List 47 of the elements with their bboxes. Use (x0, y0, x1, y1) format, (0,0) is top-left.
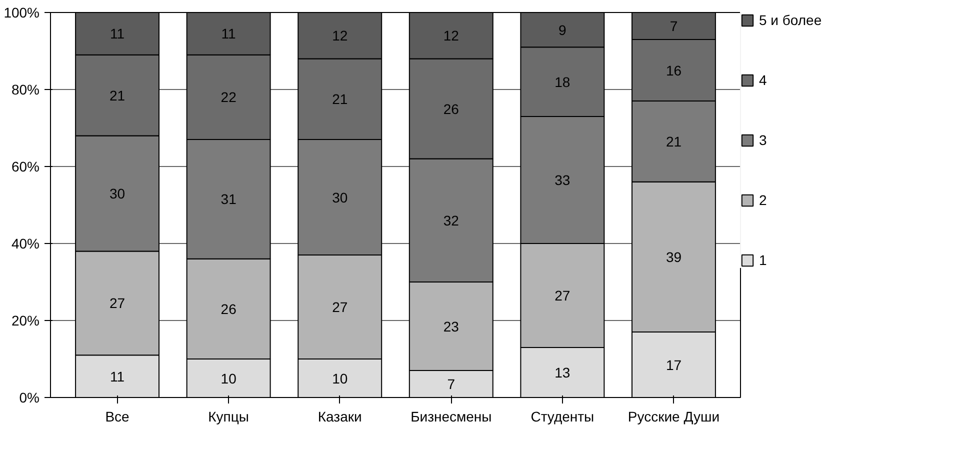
x-tick-label: Все (105, 408, 130, 424)
data-label: 11 (221, 26, 236, 42)
legend-label: 5 и более (759, 12, 823, 28)
legend-label: 3 (759, 132, 768, 148)
data-label: 27 (109, 295, 126, 312)
data-label: 9 (558, 22, 567, 38)
data-label: 33 (554, 172, 570, 188)
data-label: 12 (332, 28, 348, 44)
data-label: 27 (332, 299, 348, 316)
x-tick-label: Студенты (530, 408, 594, 424)
y-tick-label: 60% (11, 158, 40, 174)
y-tick-label: 0% (19, 390, 40, 406)
x-tick-label: Русские Души (628, 408, 720, 424)
data-label: 32 (443, 212, 460, 228)
legend-label: 4 (759, 72, 768, 88)
data-label: 12 (443, 28, 460, 44)
data-label: 39 (666, 248, 682, 265)
data-label: 13 (554, 364, 570, 380)
data-label: 26 (443, 100, 460, 117)
legend-label: 2 (759, 192, 768, 208)
data-label: 10 (220, 370, 237, 386)
data-label: 26 (220, 300, 237, 317)
y-tick-label: 80% (11, 82, 40, 98)
data-label: 18 (554, 74, 570, 90)
data-label: 30 (109, 185, 126, 202)
data-label: 21 (109, 87, 126, 104)
x-tick-label: Купцы (208, 408, 249, 424)
data-label: 21 (666, 133, 682, 150)
data-label: 11 (110, 26, 125, 42)
data-label: 30 (332, 189, 348, 206)
data-label: 16 (666, 62, 682, 78)
data-label: 7 (670, 18, 678, 34)
data-label: 27 (554, 287, 570, 304)
data-label: 23 (443, 318, 460, 334)
data-label: 10 (332, 370, 348, 386)
data-label: 7 (447, 376, 456, 392)
data-label: 11 (110, 368, 125, 384)
data-label: 22 (220, 89, 237, 106)
data-label: 31 (220, 191, 237, 208)
x-tick-label: Казаки (318, 408, 362, 424)
data-label: 17 (666, 356, 682, 373)
legend-label: 1 (759, 252, 768, 268)
x-tick-label: Бизнесмены (410, 408, 492, 424)
y-tick-label: 100% (4, 4, 40, 20)
y-tick-label: 40% (11, 236, 40, 252)
data-label: 21 (332, 91, 348, 108)
y-tick-label: 20% (11, 312, 40, 328)
